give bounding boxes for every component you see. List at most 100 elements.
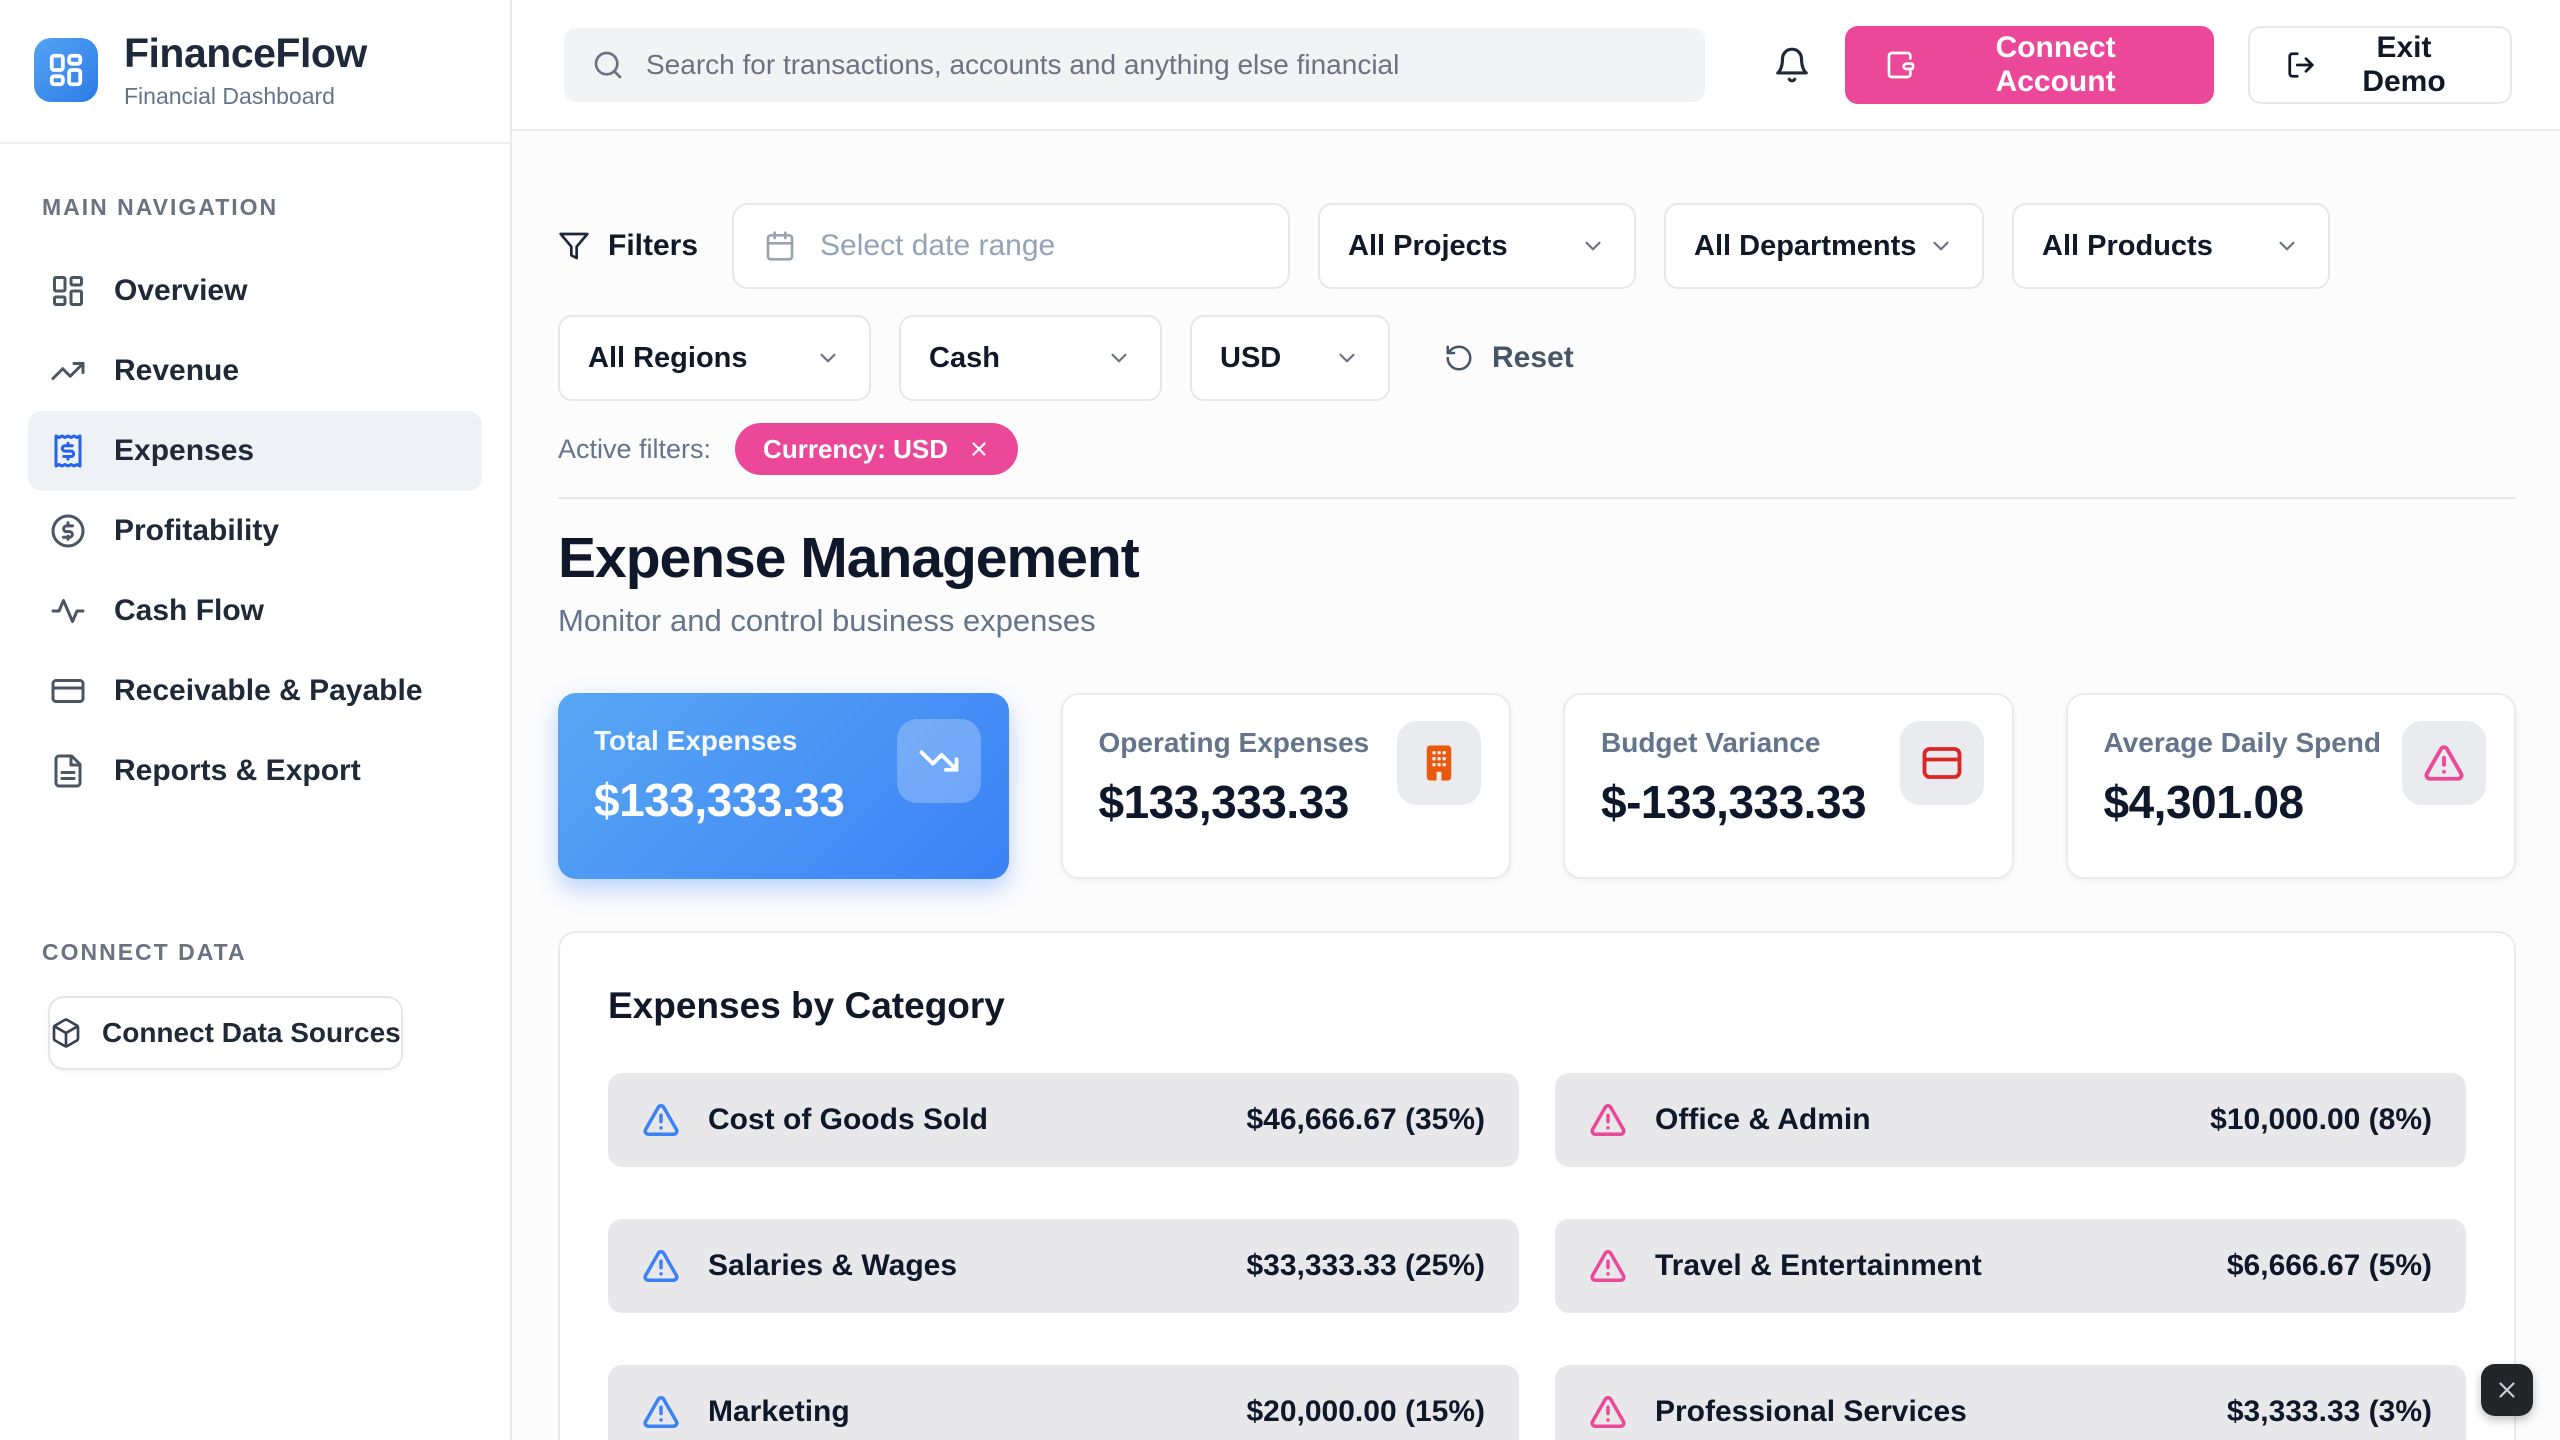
topbar: Search for transactions, accounts and an… — [512, 0, 2560, 131]
currency-filter-chip[interactable]: Currency: USD — [735, 423, 1018, 475]
stat-card-total-expenses[interactable]: Total Expenses $133,333.33 — [558, 693, 1009, 879]
trending-down-icon — [896, 719, 981, 803]
alert-triangle-icon — [1589, 1247, 1627, 1285]
sidebar: FinanceFlow Financial Dashboard MAIN NAV… — [0, 0, 512, 1440]
wallet-icon — [1885, 49, 1917, 81]
sidebar-item-label: Profitability — [114, 514, 280, 547]
category-name: Cost of Goods Sold — [708, 1103, 988, 1136]
connect-data-section: CONNECT DATA Connect Data Sources — [28, 939, 482, 1070]
stat-label: Total Expenses — [594, 725, 798, 756]
stat-card-operating-expenses[interactable]: Operating Expenses $133,333.33 — [1060, 693, 1511, 879]
connect-section-label: CONNECT DATA — [42, 939, 247, 965]
chevron-down-icon — [1106, 345, 1132, 371]
receipt-icon — [50, 433, 86, 469]
stat-value: $133,333.33 — [594, 774, 845, 826]
remove-filter-icon[interactable] — [968, 438, 990, 460]
regions-dropdown[interactable]: All Regions — [558, 315, 871, 401]
exit-demo-button[interactable]: Exit Demo — [2248, 25, 2512, 104]
category-row-cost-of-goods-sold[interactable]: Cost of Goods Sold $46,666.67 (35%) — [608, 1073, 1519, 1167]
category-row-professional-services[interactable]: Professional Services $3,333.33 (3%) — [1555, 1365, 2466, 1440]
products-dropdown[interactable]: All Products — [2012, 203, 2331, 289]
category-row-salaries-wages[interactable]: Salaries & Wages $33,333.33 (25%) — [608, 1219, 1519, 1313]
stat-label: Operating Expenses — [1098, 727, 1370, 758]
chevron-down-icon — [1928, 233, 1954, 259]
reset-label: Reset — [1492, 341, 1574, 374]
credit-card-icon — [50, 673, 86, 709]
currency-dropdown[interactable]: USD — [1190, 315, 1390, 401]
close-icon — [2494, 1377, 2520, 1403]
connect-account-button[interactable]: Connect Account — [1845, 25, 2215, 104]
reset-filters-button[interactable]: Reset — [1444, 341, 1574, 375]
cube-icon — [50, 1017, 82, 1049]
activity-icon — [50, 593, 86, 629]
alert-triangle-icon — [1589, 1393, 1627, 1431]
sidebar-item-revenue[interactable]: Revenue — [28, 331, 482, 411]
expenses-by-category-title: Expenses by Category — [608, 985, 1005, 1026]
sidebar-item-label: Receivable & Payable — [114, 674, 423, 707]
credit-card-icon — [1899, 721, 1984, 805]
category-row-travel-entertainment[interactable]: Travel & Entertainment $6,666.67 (5%) — [1555, 1219, 2466, 1313]
sidebar-item-label: Reports & Export — [114, 754, 361, 787]
brand-subtitle: Financial Dashboard — [124, 83, 335, 109]
nav-section-label: MAIN NAVIGATION — [42, 194, 279, 220]
connect-button-label: Connect Data Sources — [102, 1017, 401, 1048]
filter-row-2: All Regions Cash USD Reset — [558, 315, 2516, 401]
sidebar-item-overview[interactable]: Overview — [28, 251, 482, 331]
category-row-marketing[interactable]: Marketing $20,000.00 (15%) — [608, 1365, 1519, 1440]
currency-dropdown-value: USD — [1220, 341, 1282, 374]
cash-basis-dropdown-value: Cash — [929, 341, 1000, 374]
stat-cards: Total Expenses $133,333.33 Operating Exp… — [558, 693, 2516, 879]
category-name: Marketing — [708, 1395, 850, 1428]
projects-dropdown[interactable]: All Projects — [1318, 203, 1637, 289]
chevron-down-icon — [2274, 233, 2300, 259]
alert-triangle-icon — [2402, 721, 2486, 805]
stat-card-budget-variance[interactable]: Budget Variance $-133,333.33 — [1563, 693, 2014, 879]
search-input[interactable]: Search for transactions, accounts and an… — [564, 27, 1706, 102]
calendar-icon — [764, 230, 796, 262]
notifications-bell-icon[interactable] — [1773, 46, 1811, 84]
category-value: $33,333.33 (25%) — [1246, 1249, 1485, 1282]
page-subtitle: Monitor and control business expenses — [558, 603, 1096, 638]
brand-name: FinanceFlow — [124, 30, 367, 76]
app-logo — [34, 38, 98, 102]
sidebar-item-cash-flow[interactable]: Cash Flow — [28, 571, 482, 651]
brand-header: FinanceFlow Financial Dashboard — [0, 0, 510, 144]
category-value: $3,333.33 (3%) — [2226, 1395, 2432, 1428]
alert-triangle-icon — [1589, 1101, 1627, 1139]
brand-text: FinanceFlow Financial Dashboard — [124, 30, 367, 110]
date-range-placeholder: Select date range — [820, 229, 1056, 262]
close-button[interactable] — [2481, 1364, 2533, 1416]
log-out-icon — [2286, 50, 2316, 80]
filter-row-1: Filters Select date range All Projects A… — [558, 203, 2516, 289]
category-value: $10,000.00 (8%) — [2210, 1103, 2432, 1136]
chip-label: Currency: USD — [763, 433, 948, 464]
active-filters-label: Active filters: — [558, 433, 712, 464]
cash-basis-dropdown[interactable]: Cash — [899, 315, 1162, 401]
sidebar-item-label: Cash Flow — [114, 594, 265, 627]
stat-value: $-133,333.33 — [1601, 776, 1867, 828]
main-navigation: MAIN NAVIGATION Overview Revenue Expense… — [0, 144, 510, 1440]
dollar-circle-icon — [50, 513, 86, 549]
sidebar-item-reports-export[interactable]: Reports & Export — [28, 731, 482, 811]
products-dropdown-value: All Products — [2042, 229, 2213, 262]
connect-account-label: Connect Account — [1995, 30, 2116, 98]
regions-dropdown-value: All Regions — [588, 341, 748, 374]
alert-triangle-icon — [642, 1101, 680, 1139]
category-name: Office & Admin — [1655, 1103, 1871, 1136]
stat-label: Average Daily Spend — [2103, 727, 2382, 758]
exit-demo-label: Exit Demo — [2362, 30, 2446, 98]
search-placeholder: Search for transactions, accounts and an… — [646, 48, 1400, 80]
category-row-office-admin[interactable]: Office & Admin $10,000.00 (8%) — [1555, 1073, 2466, 1167]
sidebar-item-profitability[interactable]: Profitability — [28, 491, 482, 571]
sidebar-item-receivable-payable[interactable]: Receivable & Payable — [28, 651, 482, 731]
stat-card-average-daily-spend[interactable]: Average Daily Spend $4,301.08 — [2065, 693, 2516, 879]
section-divider — [558, 497, 2516, 499]
sidebar-item-expenses[interactable]: Expenses — [28, 411, 482, 491]
departments-dropdown[interactable]: All Departments — [1664, 203, 1985, 289]
category-name: Travel & Entertainment — [1655, 1249, 1982, 1282]
connect-data-sources-button[interactable]: Connect Data Sources — [48, 996, 403, 1070]
filters-label: Filters — [558, 229, 698, 263]
date-range-input[interactable]: Select date range — [732, 203, 1291, 289]
departments-dropdown-value: All Departments — [1694, 229, 1917, 262]
category-value: $6,666.67 (5%) — [2226, 1249, 2432, 1282]
